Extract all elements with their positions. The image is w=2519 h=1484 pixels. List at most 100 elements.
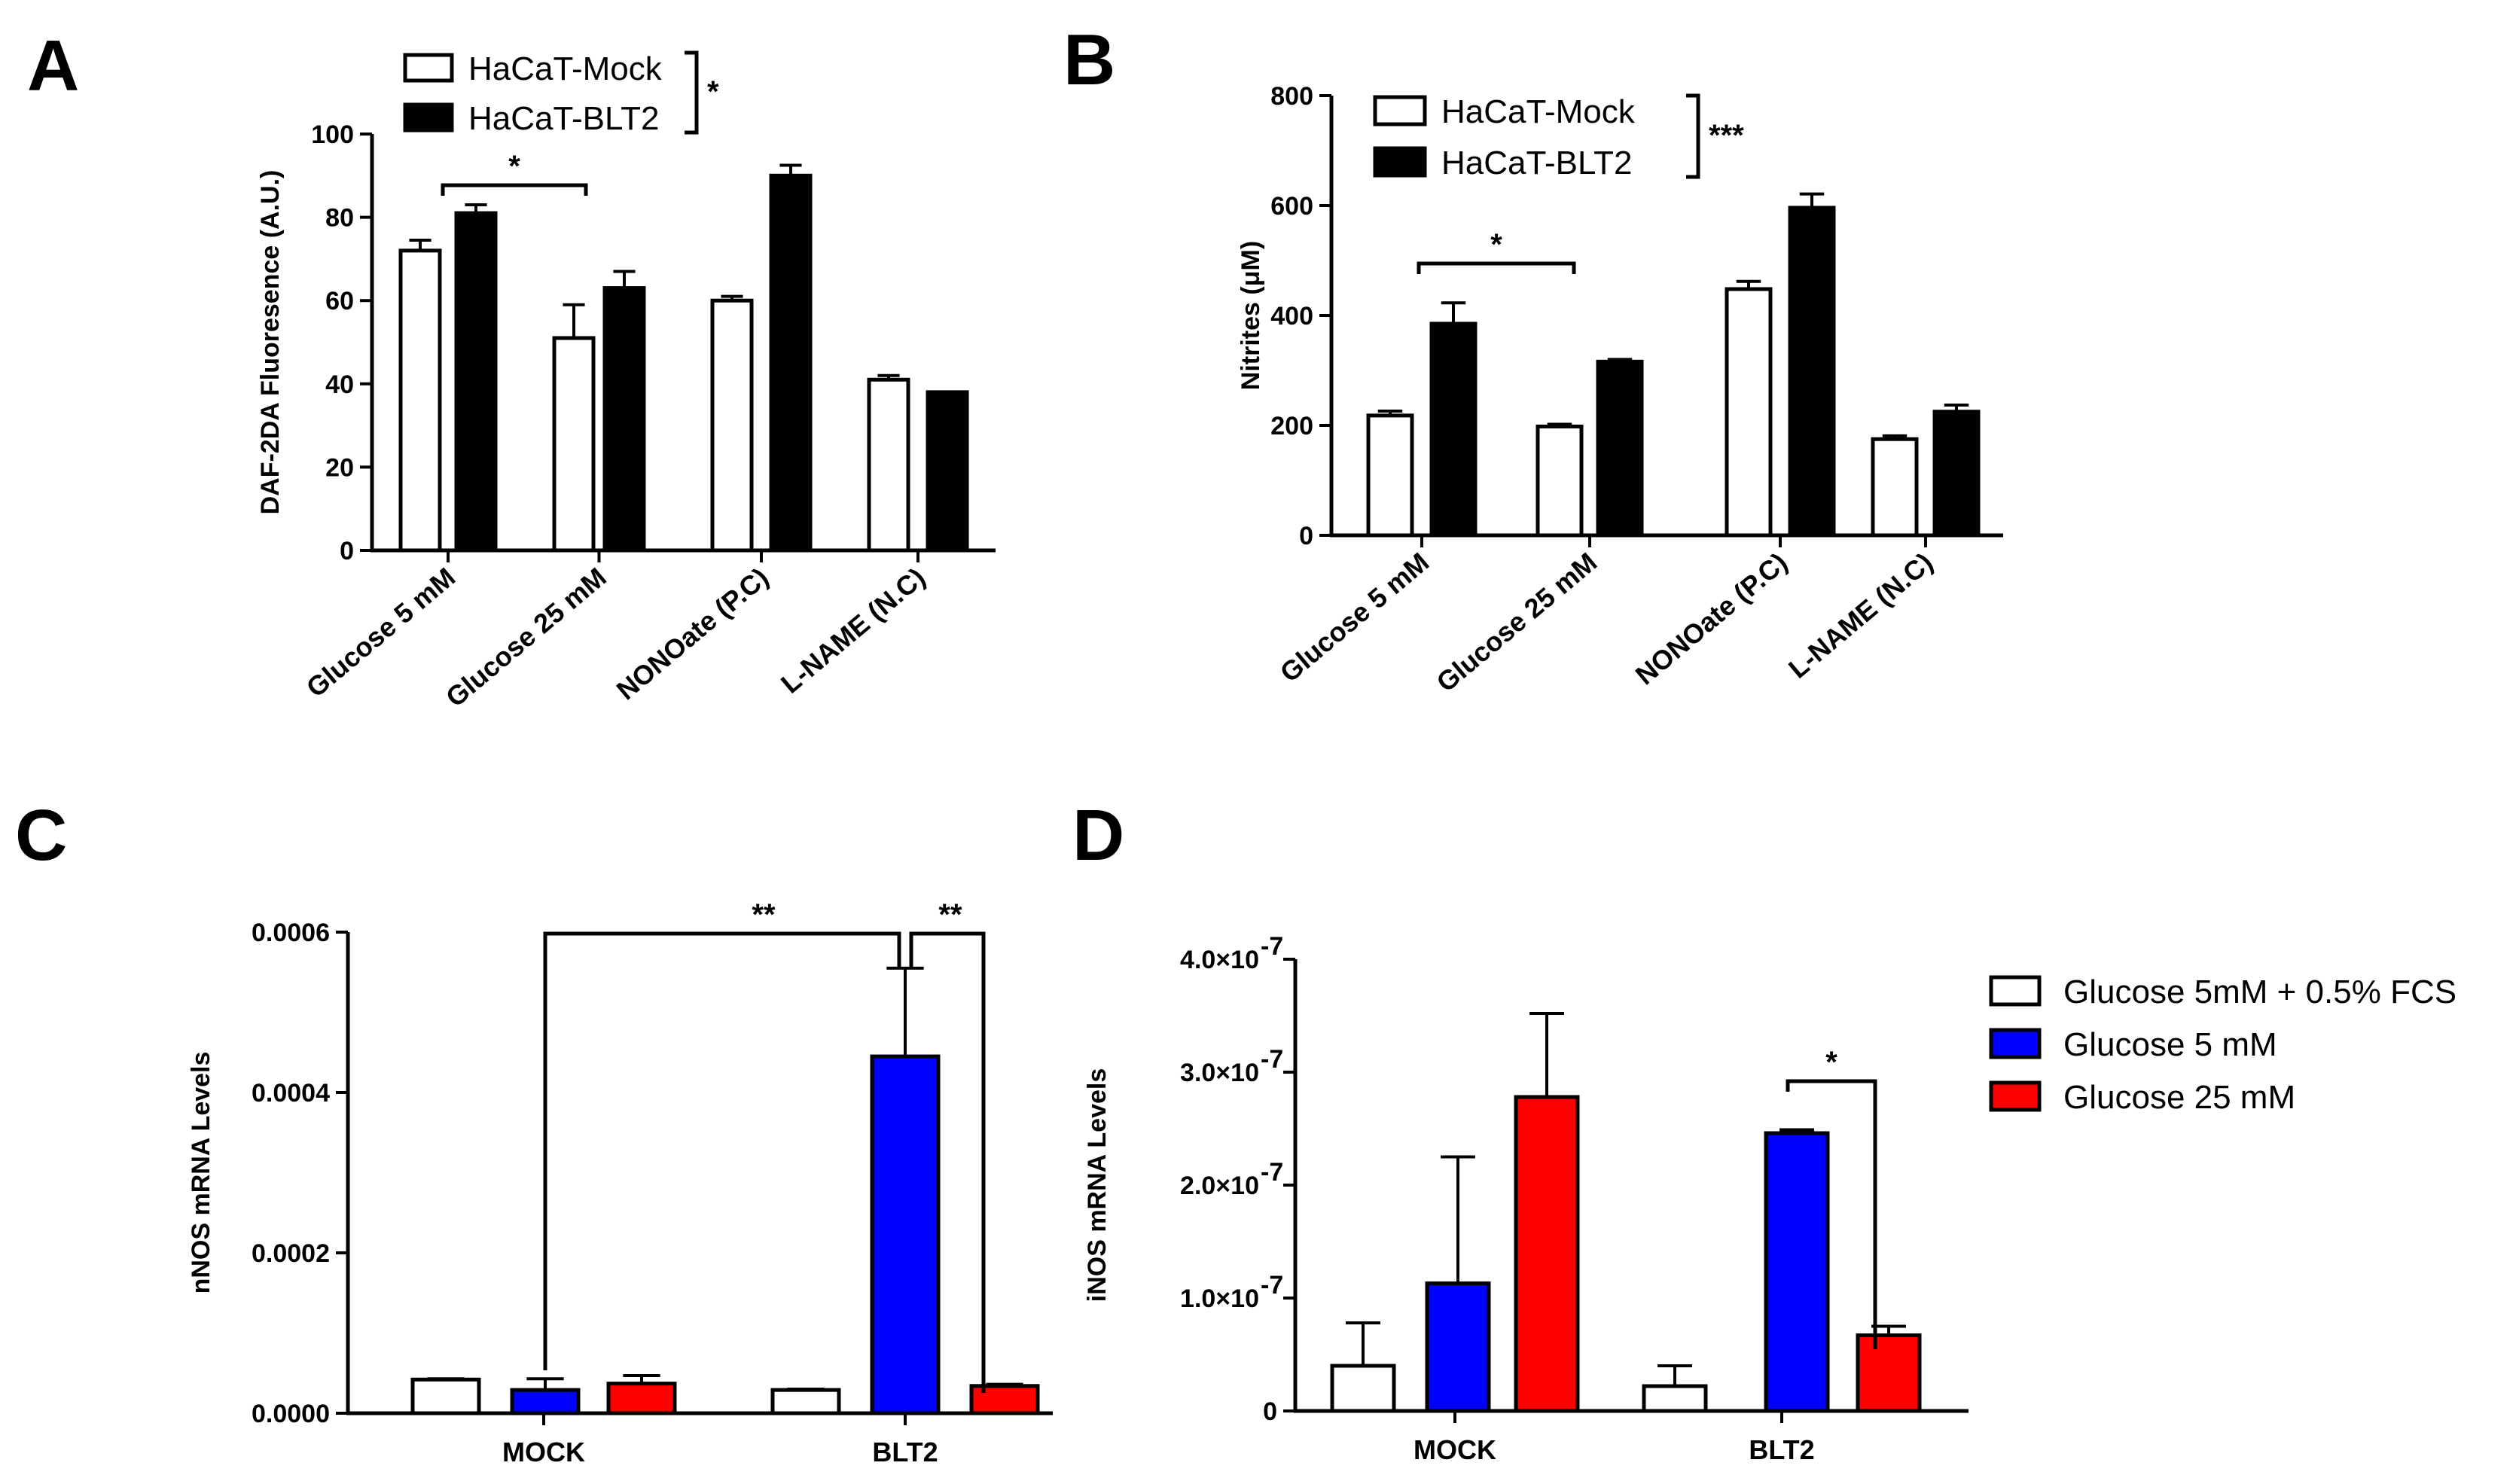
bar	[510, 1388, 581, 1415]
significance-bracket	[909, 931, 986, 1393]
legend-bracket	[1686, 93, 1700, 179]
y-axis-title: Nitrites (μM)	[1237, 241, 1265, 390]
y-tick-label: 0	[1299, 522, 1313, 550]
legend-significance: ***	[1709, 119, 1744, 152]
bar	[1425, 1281, 1491, 1413]
legend-swatch	[1373, 146, 1427, 178]
x-tick-label: Glucose 5 mM	[300, 562, 461, 703]
significance-label: **	[938, 898, 962, 931]
y-tick-label: 800	[1270, 82, 1313, 111]
y-tick-label: 3.0×10	[1180, 1059, 1259, 1087]
legend-swatch	[403, 102, 454, 133]
panel-b-chart: 0 200 400 600 800 Nitrites (μM) Glucose 5 mMGl…	[1237, 82, 2003, 698]
bar	[1932, 410, 1981, 538]
bar	[770, 1388, 841, 1415]
bar	[398, 248, 442, 553]
y-tick-label: 4.0×10	[1180, 946, 1259, 974]
bar	[1764, 1131, 1830, 1413]
x-tick-label: BLT2	[1749, 1434, 1814, 1465]
legend-bracket	[685, 50, 699, 135]
legend-label: HaCaT-BLT2	[468, 100, 660, 137]
significance-label: *	[1825, 1046, 1837, 1079]
significance-label: *	[1490, 228, 1502, 261]
legend-label: HaCaT-Mock	[468, 50, 663, 87]
y-tick-label: 0	[340, 537, 354, 565]
legend-swatch	[403, 53, 454, 83]
y-tick-label: 60	[325, 287, 354, 315]
y-tick-exponent: -7	[1261, 1158, 1283, 1187]
y-tick-label: 0.0006	[252, 919, 330, 947]
y-tick-exponent: -7	[1261, 1045, 1283, 1074]
legend-c-d: Glucose 5mM + 0.5% FCS Glucose 5 mM Glucos…	[1989, 974, 2456, 1116]
bar	[602, 286, 646, 553]
y-tick-label: 0.0002	[252, 1239, 330, 1268]
x-tick-label: BLT2	[872, 1437, 938, 1467]
x-tick-label: Glucose 5 mM	[1274, 547, 1435, 688]
y-tick-label: 80	[325, 204, 354, 233]
y-axis-title: DAF-2DA Fluoresence (A.U.)	[256, 170, 285, 515]
y-tick-label: 1.0×10	[1180, 1284, 1259, 1313]
y-axis-title: nNOS mRNA Levels	[187, 1052, 215, 1294]
bar	[1642, 1384, 1708, 1413]
bar	[1871, 437, 1919, 538]
bar	[710, 298, 754, 553]
panel-label-b: B	[1063, 20, 1115, 100]
panel-a-chart: 0 20 40 60 80 100 DAF-2DA Fluoresence (A.U.) Gl…	[256, 50, 996, 713]
bar	[1330, 1364, 1396, 1413]
y-tick-label: 40	[325, 370, 354, 399]
y-tick-label: 0.0000	[252, 1400, 330, 1428]
y-tick-exponent: -7	[1261, 1271, 1283, 1300]
y-tick-label: 0	[1263, 1397, 1277, 1426]
bar	[1429, 321, 1478, 538]
y-tick-label: 400	[1270, 302, 1313, 331]
x-tick-label: MOCK	[502, 1437, 585, 1467]
panel-c-chart: 0.0000 0.0002 0.0004 0.0006 nNOS mRNA Levels…	[187, 898, 1053, 1467]
bar	[769, 173, 813, 553]
legend-label: Glucose 5mM + 0.5% FCS	[2063, 974, 2456, 1010]
legend-label: HaCaT-Mock	[1441, 93, 1636, 130]
bar	[1856, 1333, 1922, 1413]
bar	[926, 390, 969, 553]
significance-bracket	[441, 183, 588, 196]
significance-bracket	[543, 931, 901, 1370]
x-tick-label: Glucose 25 mM	[1430, 547, 1603, 698]
x-tick-label: L-NAME (N.C)	[775, 562, 931, 699]
y-tick-label: 0.0004	[252, 1079, 330, 1108]
legend-swatch	[1989, 975, 2042, 1007]
bar	[867, 377, 910, 553]
legend-swatch	[1989, 1080, 2042, 1112]
y-tick-label: 100	[311, 120, 354, 149]
x-tick-label: NONOate (P.C)	[611, 562, 774, 706]
panel-label-c: C	[15, 795, 67, 876]
significance-label: *	[508, 150, 520, 183]
bar	[870, 1054, 941, 1415]
y-tick-label: 20	[325, 453, 354, 482]
bar	[454, 211, 498, 553]
bar	[969, 1384, 1040, 1415]
x-tick-label: MOCK	[1414, 1434, 1496, 1465]
y-tick-exponent: -7	[1261, 932, 1283, 961]
y-tick-label: 2.0×10	[1180, 1172, 1259, 1200]
y-tick-label: 200	[1270, 412, 1313, 440]
legend-label: Glucose 25 mM	[2063, 1079, 2295, 1116]
bar	[1535, 424, 1584, 538]
significance-bracket	[1417, 261, 1576, 274]
x-tick-label: Glucose 25 mM	[440, 562, 612, 713]
y-axis-title: iNOS mRNA Levels	[1083, 1068, 1112, 1303]
bar	[1788, 206, 1836, 538]
significance-label: **	[752, 898, 776, 931]
bar	[552, 336, 596, 553]
legend-swatch	[1373, 95, 1427, 126]
legend-swatch	[1989, 1028, 2042, 1059]
significance-bracket	[1786, 1079, 1877, 1349]
y-tick-label: 600	[1270, 192, 1313, 221]
bar	[606, 1382, 677, 1415]
legend-label: Glucose 5 mM	[2063, 1026, 2277, 1063]
bar	[1596, 359, 1644, 538]
bar	[410, 1377, 481, 1415]
panel-label-d: D	[1072, 795, 1124, 876]
bar	[1514, 1095, 1580, 1413]
legend-label: HaCaT-BLT2	[1441, 145, 1633, 181]
